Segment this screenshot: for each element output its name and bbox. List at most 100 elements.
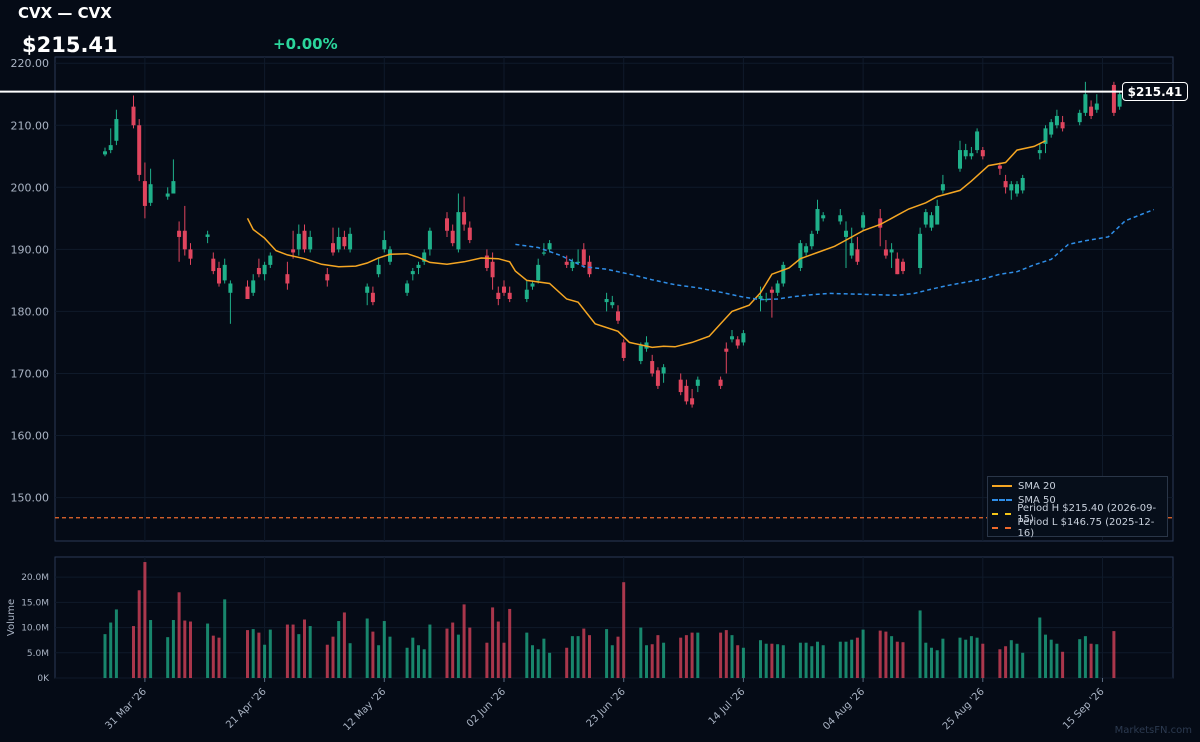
volume-bar [377,645,381,678]
volume-bar [759,640,762,678]
volume-bar [804,642,808,678]
volume-bar [690,632,694,678]
volume-bar [582,628,586,678]
candle-body [849,243,854,256]
volume-bar [1078,639,1082,678]
candle-body [889,249,894,253]
volume-bar [918,610,922,678]
volume-bar [496,621,500,678]
volume-bar [171,620,175,678]
candle-body [217,267,221,284]
volume-bar [1061,651,1065,678]
x-tick-label: 12 May '26 [342,686,389,733]
volume-bar [382,621,386,678]
volume-bar [724,630,728,678]
candle-body [838,215,843,222]
candle-body [821,215,826,219]
volume-bar [776,644,780,678]
volume-bar [821,645,825,678]
volume-bar [605,629,609,678]
candle-body [1060,122,1065,129]
volume-bar [331,636,335,678]
candle-body [1015,184,1019,194]
candle-body [450,230,455,244]
volume-bar [114,609,118,678]
candle-body [997,165,1002,169]
legend-item: SMA 50 [992,493,1167,507]
candle-body [678,379,683,393]
candle-body [148,184,153,203]
x-tick-label: 25 Aug '26 [941,686,987,732]
volume-bar [166,637,170,678]
volume-bar [177,592,181,678]
candle-body [684,385,689,402]
volume-bar [941,638,945,678]
volume-tick-label: 15.0M [21,598,49,608]
chart-title: CVX — CVX [18,4,112,22]
candle-body [581,249,586,265]
candle-body [507,292,512,299]
candle-body [918,233,923,268]
candle-body [427,230,432,250]
candle-body [547,243,552,250]
candle-body [382,240,387,250]
volume-bar [337,621,341,678]
volume-bar [109,622,113,678]
candle-body [1083,94,1088,113]
volume-bar [969,636,973,678]
volume-bar [684,635,688,678]
candle-body [137,125,142,175]
volume-bar [297,634,301,678]
volume-bar [189,621,192,678]
volume-bar [468,627,472,678]
volume-bar [935,650,939,678]
volume-bar [491,607,495,678]
legend-label: Period H $215.40 (2026-09-15) [1017,503,1157,525]
volume-bar [405,647,409,678]
candle-body [496,292,501,299]
volume-bar [103,634,107,678]
volume-bar [890,636,894,678]
candle-body [228,283,233,293]
candle-body [855,249,860,262]
volume-bar [342,612,346,678]
volume-bar [422,649,426,678]
x-tick-label: 21 Apr '26 [224,686,268,730]
volume-bar [137,590,141,678]
volume-bar [958,637,962,678]
price-tick-label: 210.00 [11,119,50,132]
candle-body [262,264,267,275]
volume-bar [149,620,153,678]
volume-bar [1009,640,1013,678]
candle-body [804,246,809,253]
volume-bar [536,649,540,678]
volume-bar [850,639,854,678]
x-tick-label: 14 Jul '26 [707,686,748,727]
volume-bar [622,582,626,678]
candle-body [484,255,489,268]
volume-tick-label: 20.0M [21,573,49,583]
legend-swatch [992,513,1012,515]
volume-bar [542,638,546,678]
legend-label: SMA 20 [1018,480,1056,492]
candle-body [695,379,700,386]
candle-body [798,243,803,268]
volume-bar [861,629,865,678]
volume-bar [371,631,375,678]
price-tick-label: 160.00 [11,430,50,443]
candle-body [923,212,928,225]
candle-body [815,209,820,231]
volume-bar [223,599,227,678]
volume-bar [770,643,774,678]
candle-body [883,249,888,256]
candle-body [1043,128,1048,144]
candle-body [541,252,546,254]
volume-bar [895,641,899,678]
volume-bar [616,636,620,678]
sma50-line [515,208,1155,301]
volume-bar [981,643,985,678]
candle-body [1037,150,1042,154]
candle-body [969,153,974,157]
volume-bar [388,636,392,678]
